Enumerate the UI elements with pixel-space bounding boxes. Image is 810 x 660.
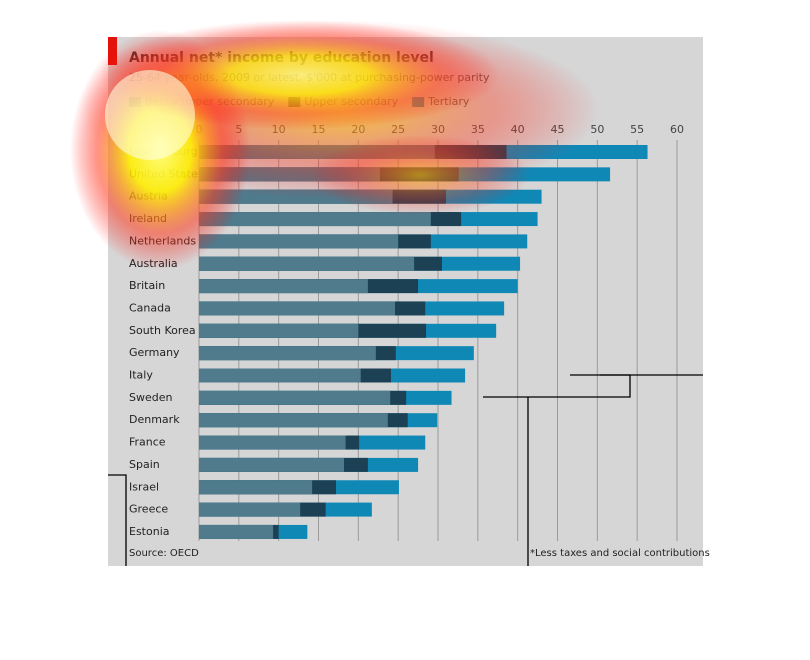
y-tick-label: Israel (129, 480, 159, 493)
y-tick-label: Austria (129, 190, 168, 203)
y-tick-label: France (129, 436, 166, 449)
accent-bar (108, 37, 117, 65)
bar (199, 279, 368, 294)
bar (199, 413, 388, 428)
x-tick-label: 55 (630, 123, 644, 136)
bar (199, 234, 399, 249)
y-tick-label: Netherlands (129, 234, 196, 247)
bar (199, 189, 393, 204)
legend-swatch (129, 97, 141, 107)
x-tick-label: 20 (351, 123, 365, 136)
bar (199, 502, 301, 517)
y-tick-label: Spain (129, 458, 160, 471)
footnote: *Less taxes and social contributions (530, 548, 710, 559)
source: Source: OECD (129, 548, 199, 559)
bar (199, 435, 346, 450)
chart-subtitle: 25-64 year-olds, 2009 or latest, $'000 a… (129, 71, 490, 84)
legend-label: Tertiary (427, 95, 470, 108)
y-tick-label: Luxembourg (129, 145, 198, 158)
bar (199, 480, 313, 495)
bar (199, 368, 361, 383)
y-tick-label: Greece (129, 503, 168, 516)
x-tick-label: 0 (196, 123, 203, 136)
bar (199, 256, 415, 271)
gaze-path (108, 374, 703, 566)
y-tick-label: Britain (129, 279, 165, 292)
y-tick-label: Ireland (129, 212, 167, 225)
bar (199, 301, 395, 316)
legend-swatch (412, 97, 425, 107)
y-tick-label: United States (129, 167, 204, 180)
x-tick-label: 45 (551, 123, 565, 136)
y-tick-label: Australia (129, 257, 178, 270)
x-tick-label: 50 (590, 123, 604, 136)
x-tick-label: 15 (312, 123, 326, 136)
y-tick-label: Germany (129, 346, 180, 359)
bar (199, 145, 435, 159)
bar (199, 346, 376, 361)
legend-swatch (288, 97, 301, 107)
y-tick-label: Estonia (129, 525, 170, 538)
bar (199, 524, 274, 539)
x-tick-label: 25 (391, 123, 405, 136)
legend-label: Below upper secondary (145, 95, 275, 108)
bar (199, 323, 359, 338)
bar (199, 212, 431, 227)
y-tick-label: Canada (129, 301, 171, 314)
y-tick-label: Italy (129, 369, 153, 382)
x-tick-label: 30 (431, 123, 445, 136)
x-tick-label: 40 (511, 123, 525, 136)
x-tick-label: 35 (471, 123, 485, 136)
y-tick-label: South Korea (129, 324, 196, 337)
bar (199, 457, 344, 472)
bar (199, 390, 391, 405)
bar (199, 167, 380, 182)
x-tick-label: 5 (235, 123, 242, 136)
x-tick-label: 10 (272, 123, 286, 136)
chart-title: Annual net* income by education level (129, 50, 434, 66)
x-tick-label: 60 (670, 123, 684, 136)
legend-label: Upper secondary (304, 95, 398, 108)
y-tick-label: Sweden (129, 391, 172, 404)
y-tick-label: Denmark (129, 413, 180, 426)
